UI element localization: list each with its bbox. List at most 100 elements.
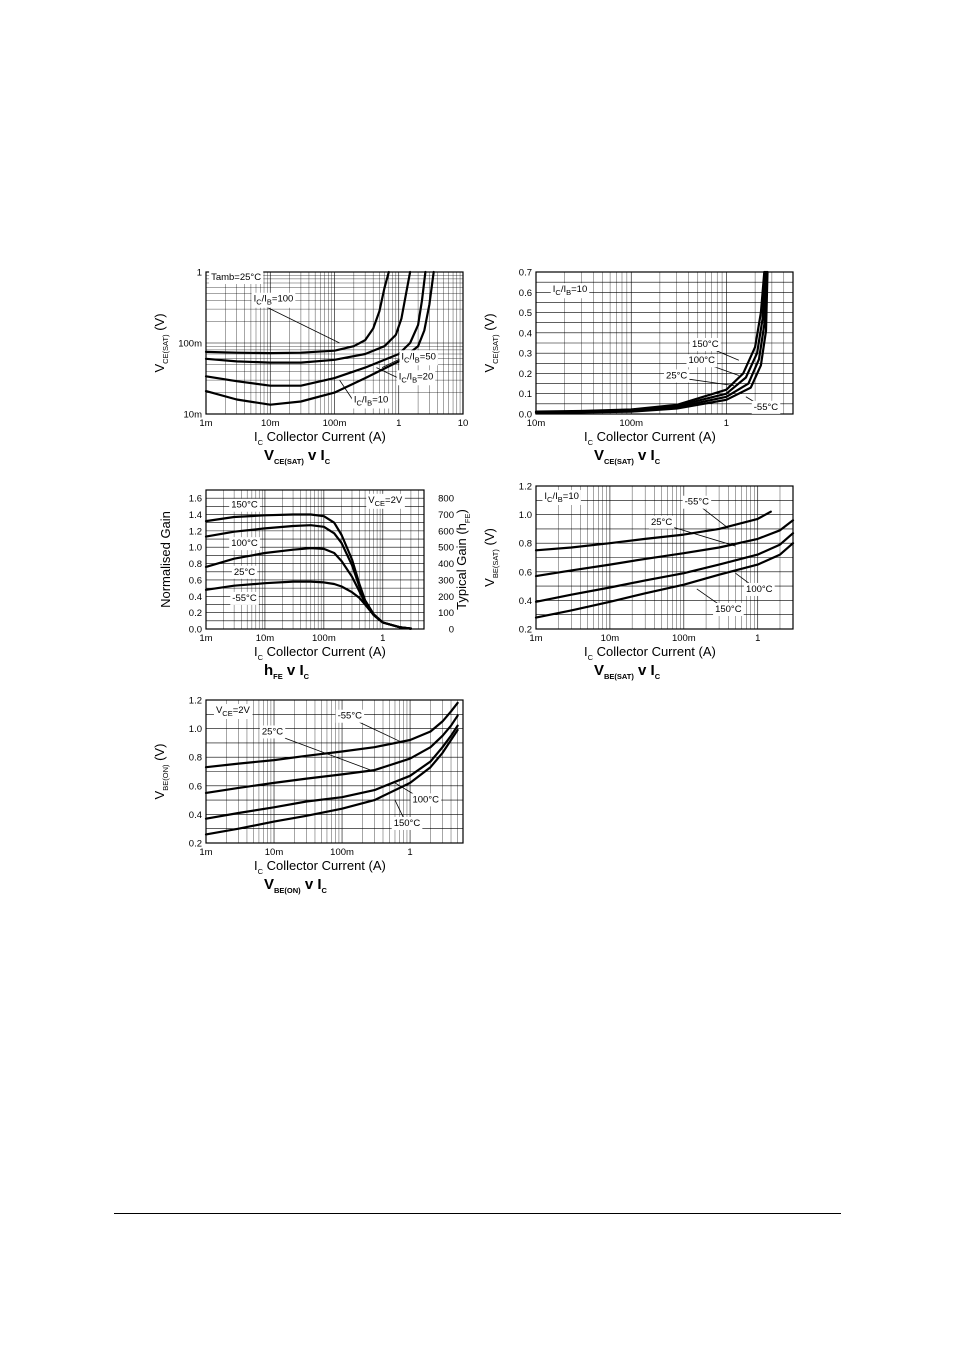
annotation-label: 150°C	[394, 818, 421, 829]
annotation-background	[410, 793, 442, 807]
x-tick-label: 100m	[312, 633, 336, 644]
series-line-1	[204, 270, 390, 355]
annotation-background	[690, 338, 721, 352]
y-tick-label: 0.8	[519, 539, 532, 550]
annotation-label: 150°C	[715, 604, 742, 615]
annotation-background	[230, 591, 259, 605]
annotation-label: 150°C	[692, 339, 719, 350]
chart-title: VBE(SAT) v IC	[594, 662, 661, 681]
y-tick-label: 10m	[184, 410, 203, 421]
y-tick-label: 0.6	[519, 288, 532, 299]
x-tick-label: 1m	[199, 847, 212, 858]
y-tick-label: 0.3	[519, 349, 532, 360]
x-tick-label: 10m	[527, 418, 546, 429]
x-tick-label: 10m	[265, 847, 284, 858]
y2-tick-label: 400	[438, 559, 454, 570]
annotation-background	[391, 816, 423, 830]
annotation-background	[648, 515, 675, 529]
chart-hfe-vs-ic: 1m 10m 100m 1 0.0 0.2 0.4 0.6 0.8 1.0 1.2 1.4 1.6 0 10…	[158, 489, 472, 681]
y-tick-label: 0.5	[519, 308, 532, 319]
grid	[535, 485, 794, 630]
x-axis-label: IC Collector Current (A)	[254, 429, 386, 447]
annotation-background	[682, 495, 712, 509]
plot-frame	[205, 699, 464, 844]
x-axis-label: IC Collector Current (A)	[254, 644, 386, 662]
y2-tick-label: 700	[438, 510, 454, 521]
chart-title: hFE v IC	[264, 662, 310, 681]
annotation-leader	[381, 357, 402, 368]
annotation-background	[713, 602, 744, 616]
x-tick-label: 100m	[323, 418, 347, 429]
x-tick-label: 1	[755, 633, 760, 644]
y-axis-label: Normalised Gain	[158, 511, 173, 608]
chart-vbesat-vs-ic: 1m 10m 100m 1 0.2 0.4 0.6 0.8 1.0 1.2 IC Collector…	[482, 482, 795, 681]
annotation-label: 25°C	[262, 726, 283, 737]
y-tick-label: 0.2	[519, 625, 532, 636]
y2-tick-label: 200	[438, 592, 454, 603]
y2-tick-label: 800	[438, 494, 454, 505]
x-tick-label: 10m	[261, 418, 280, 429]
y-tick-label: 1.2	[519, 482, 532, 493]
series-line-2	[534, 519, 795, 578]
annotation-background	[229, 498, 260, 512]
y-tick-label: 0.2	[519, 369, 532, 380]
chart-title: VCE(SAT) v IC	[264, 447, 331, 466]
annotation-label: 25°C	[651, 517, 672, 528]
x-tick-label: 1m	[529, 633, 542, 644]
series-line-1	[204, 701, 459, 769]
annotation-label: IC/IB=10	[354, 395, 388, 408]
plot-frame	[205, 489, 425, 630]
annotation-label: 25°C	[234, 567, 255, 578]
annotation-background	[744, 582, 775, 596]
annotation-label: 100°C	[688, 355, 715, 366]
y-tick-label: 0.0	[519, 410, 532, 421]
annotation-label: IC/IB=100	[254, 294, 294, 307]
annotation-background	[542, 490, 581, 506]
annotation-label: 100°C	[746, 584, 773, 595]
annotation-background	[396, 370, 436, 386]
y2-tick-label: 600	[438, 526, 454, 537]
series-line-1	[534, 510, 772, 552]
annotation-background	[366, 493, 405, 509]
y-tick-label: 1.0	[189, 543, 202, 554]
y-tick-label: 0.7	[519, 268, 532, 279]
grid	[535, 271, 794, 415]
annotation-label: 150°C	[231, 500, 258, 511]
y-tick-label: 1.2	[189, 696, 202, 707]
annotation-label: -55°C	[685, 497, 710, 508]
annotation-background	[550, 283, 590, 299]
annotation-background	[213, 704, 253, 720]
x-tick-label: 1	[407, 847, 412, 858]
x-tick-label: 1	[396, 418, 401, 429]
y-axis-label: VBE(SAT) (V)	[482, 528, 500, 587]
y-tick-label: 0.8	[189, 753, 202, 764]
annotation-label: IC/IB=10	[544, 491, 578, 504]
y-axis-label: VBE(ON) (V)	[152, 744, 170, 800]
annotation-label: VCE=2V	[368, 495, 403, 508]
annotation-background	[351, 393, 391, 409]
annotation-background	[259, 725, 286, 739]
y-tick-label: 0.4	[189, 592, 202, 603]
plot-frame	[535, 271, 794, 415]
y-tick-label: 0.6	[189, 575, 202, 586]
x-tick-label: 100m	[330, 847, 354, 858]
annotation-label: VCE=2V	[216, 705, 251, 718]
y-tick-label: 0.8	[189, 559, 202, 570]
x-tick-label: 10	[458, 418, 469, 429]
y-axis-label: VCE(SAT) (V)	[152, 313, 170, 372]
footer-rule	[114, 1213, 841, 1214]
y-tick-label: 1	[197, 268, 202, 279]
y2-axis-label: Typical Gain (hFE)	[454, 509, 472, 610]
x-tick-label: 1	[724, 418, 729, 429]
y2-tick-label: 0	[449, 625, 454, 636]
annotation-label: IC/IB=10	[553, 284, 587, 297]
series-line-4	[204, 580, 412, 630]
annotation-label: IC/IB=50	[401, 351, 435, 364]
x-tick-label: 100m	[619, 418, 643, 429]
y-tick-label: 1.2	[189, 526, 202, 537]
annotation-background	[686, 354, 718, 368]
chart-title: VBE(ON) v IC	[264, 876, 328, 895]
x-tick-label: 10m	[601, 633, 620, 644]
annotation-background	[399, 350, 438, 366]
y-tick-label: 1.4	[189, 510, 202, 521]
